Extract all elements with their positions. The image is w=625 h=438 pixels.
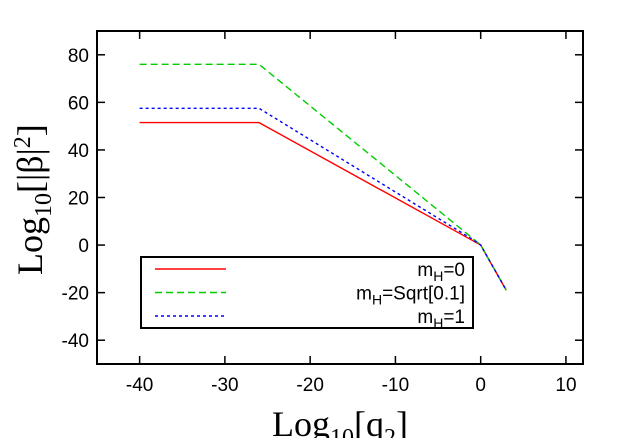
legend-label-1: mH=0 [417, 260, 465, 284]
series-line-3 [139, 107, 507, 291]
y-tick-label: 80 [68, 46, 89, 67]
x-tick-label: -30 [211, 375, 238, 396]
y-tick-label: 0 [78, 236, 89, 257]
y-tick-label: 60 [68, 93, 89, 114]
x-tick-label: 0 [475, 375, 486, 396]
legend: mH=0mH=Sqrt[0.1]mH=1 [140, 256, 474, 331]
legend-label-2: mH=Sqrt[0.1] [356, 284, 465, 308]
x-tick-label: -40 [126, 375, 153, 396]
y-tick-label: -40 [62, 331, 89, 352]
x-axis-label: Log10[q2] [272, 404, 408, 438]
x-tick-label: -10 [382, 375, 409, 396]
x-tick-label: -20 [296, 375, 323, 396]
y-tick-label: 40 [68, 141, 89, 162]
y-tick-label: 20 [68, 189, 89, 210]
legend-label-3: mH=1 [417, 307, 465, 331]
y-tick-label: -20 [62, 284, 89, 305]
y-axis-label: Log10[|β|2] [10, 124, 57, 275]
x-tick-label: 10 [555, 375, 576, 396]
